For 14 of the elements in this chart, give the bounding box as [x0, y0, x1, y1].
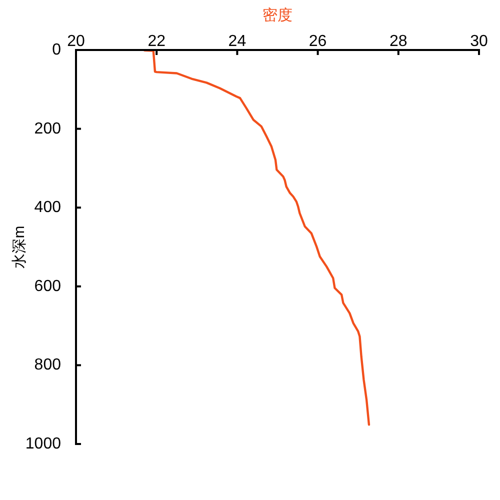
x-tick-label: 22 [148, 33, 166, 50]
y-tick-label: 800 [34, 356, 62, 374]
x-tick-label: 24 [228, 33, 246, 50]
y-axis-title: 水深m [11, 226, 28, 268]
x-tick-label: 26 [308, 33, 327, 50]
y-tick-label: 0 [52, 42, 62, 58]
y-tick-label: 200 [34, 120, 62, 138]
x-tick-label: 20 [67, 33, 85, 50]
y-tick-label: 600 [34, 278, 62, 295]
y-tick-label: 1000 [25, 436, 62, 452]
x-axis-title: 密度 [262, 7, 292, 24]
y-tick-label: 400 [34, 199, 62, 216]
x-tick-label: 28 [390, 33, 408, 50]
x-tick-label: 30 [470, 33, 488, 50]
